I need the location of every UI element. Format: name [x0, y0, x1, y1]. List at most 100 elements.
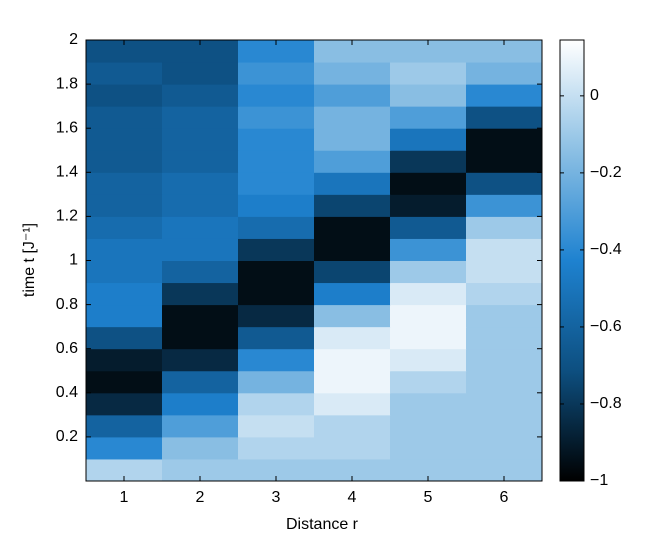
colorbar-tick-label: −0.8: [590, 395, 622, 412]
heatmap-cell: [314, 238, 391, 261]
heatmap-cell: [238, 326, 315, 350]
x-tick-label: 1: [120, 489, 129, 506]
heatmap-cell: [466, 216, 543, 239]
heatmap-cell: [390, 128, 467, 151]
heatmap-cell: [238, 260, 315, 284]
heatmap-cell: [86, 216, 163, 239]
heatmap-cell: [390, 260, 467, 284]
heatmap-cell: [162, 194, 239, 217]
heatmap-cell: [162, 370, 239, 394]
heatmap-cell: [162, 172, 239, 195]
colorbar: [559, 39, 585, 482]
heatmap-cell: [466, 238, 543, 261]
heatmap-cell: [238, 282, 315, 306]
heatmap-cell: [238, 150, 315, 173]
heatmap-cell: [390, 436, 467, 460]
y-tick-label: 1: [69, 252, 78, 269]
heatmap-cell: [466, 414, 543, 438]
heatmap-cell: [86, 172, 163, 195]
x-axis-label: Distance r: [286, 516, 359, 533]
heatmap-cell: [466, 436, 543, 460]
heatmap-cell: [86, 238, 163, 261]
y-tick-label: 1.6: [56, 119, 78, 136]
heatmap-cell: [466, 348, 543, 372]
heatmap-cell: [86, 62, 163, 85]
heatmap-cell: [314, 150, 391, 173]
heatmap-cell: [86, 128, 163, 151]
heatmap-cell: [162, 260, 239, 284]
heatmap-cell: [238, 62, 315, 85]
heatmap-cell: [86, 106, 163, 129]
heatmap-cell: [314, 194, 391, 217]
heatmap-cell: [390, 194, 467, 217]
y-tick-label: 1.2: [56, 208, 78, 225]
heatmap-cell: [314, 436, 391, 460]
heatmap-cell: [162, 150, 239, 173]
heatmap-cell: [314, 326, 391, 350]
heatmap-cell: [314, 392, 391, 416]
heatmap-cell: [86, 326, 163, 350]
heatmap-cell: [390, 304, 467, 328]
heatmap-cell: [86, 194, 163, 217]
heatmap-cell: [390, 40, 467, 63]
heatmap-cell: [390, 106, 467, 129]
colorbar-tick-label: −0.4: [590, 241, 622, 258]
heatmap-cell: [238, 458, 315, 482]
heatmap-cell: [162, 238, 239, 261]
heatmap-cell: [238, 216, 315, 239]
heatmap-cell: [86, 458, 163, 482]
heatmap-cell: [86, 392, 163, 416]
heatmap-cell: [314, 458, 391, 482]
heatmap-cell: [86, 282, 163, 306]
heatmap-cell: [162, 84, 239, 107]
y-tick-label: 0.4: [56, 384, 78, 401]
heatmap-cell: [238, 436, 315, 460]
heatmap-cell: [390, 216, 467, 239]
heatmap-cell: [238, 348, 315, 372]
heatmap-cell: [162, 458, 239, 482]
heatmap-cell: [162, 392, 239, 416]
heatmap-cell: [314, 260, 391, 284]
heatmap-cell: [86, 414, 163, 438]
heatmap-cell: [162, 216, 239, 239]
heatmap-cell: [162, 282, 239, 306]
heatmap-cell: [466, 106, 543, 129]
heatmap-cell: [162, 348, 239, 372]
heatmap-cell: [390, 348, 467, 372]
heatmap-cell: [314, 40, 391, 63]
y-tick-label: 1.8: [56, 75, 78, 92]
heatmap-cell: [314, 370, 391, 394]
heatmap-cell: [390, 282, 467, 306]
heatmap-cell: [466, 304, 543, 328]
heatmap-cell: [466, 128, 543, 151]
heatmap-cell: [466, 62, 543, 85]
heatmap-cell: [466, 282, 543, 306]
heatmap-cell: [466, 260, 543, 284]
heatmap-cell: [466, 392, 543, 416]
heatmap-cell: [238, 370, 315, 394]
heatmap-cell: [390, 150, 467, 173]
heatmap-cell: [86, 370, 163, 394]
heatmap-cell: [390, 238, 467, 261]
heatmap-cell: [314, 84, 391, 107]
heatmap-cell: [162, 62, 239, 85]
y-tick-label: 0.8: [56, 296, 78, 313]
heatmap-cell: [238, 106, 315, 129]
heatmap-cell: [466, 84, 543, 107]
y-tick-label: 2: [69, 31, 78, 48]
heatmap-cell: [238, 172, 315, 195]
heatmap-cell: [162, 304, 239, 328]
heatmap-cell: [238, 128, 315, 151]
heatmap-cell: [86, 260, 163, 284]
x-tick-label: 3: [272, 489, 281, 506]
heatmap-cell: [238, 414, 315, 438]
y-axis-label: time t [J⁻¹]: [21, 223, 38, 297]
colorbar-tick-label: −0.6: [590, 318, 622, 335]
heatmap-cell: [390, 62, 467, 85]
heatmap-cell: [86, 348, 163, 372]
heatmap-cell: [86, 436, 163, 460]
heatmap-cell: [86, 40, 163, 63]
heatmap-cell: [390, 458, 467, 482]
heatmap-cell: [314, 172, 391, 195]
